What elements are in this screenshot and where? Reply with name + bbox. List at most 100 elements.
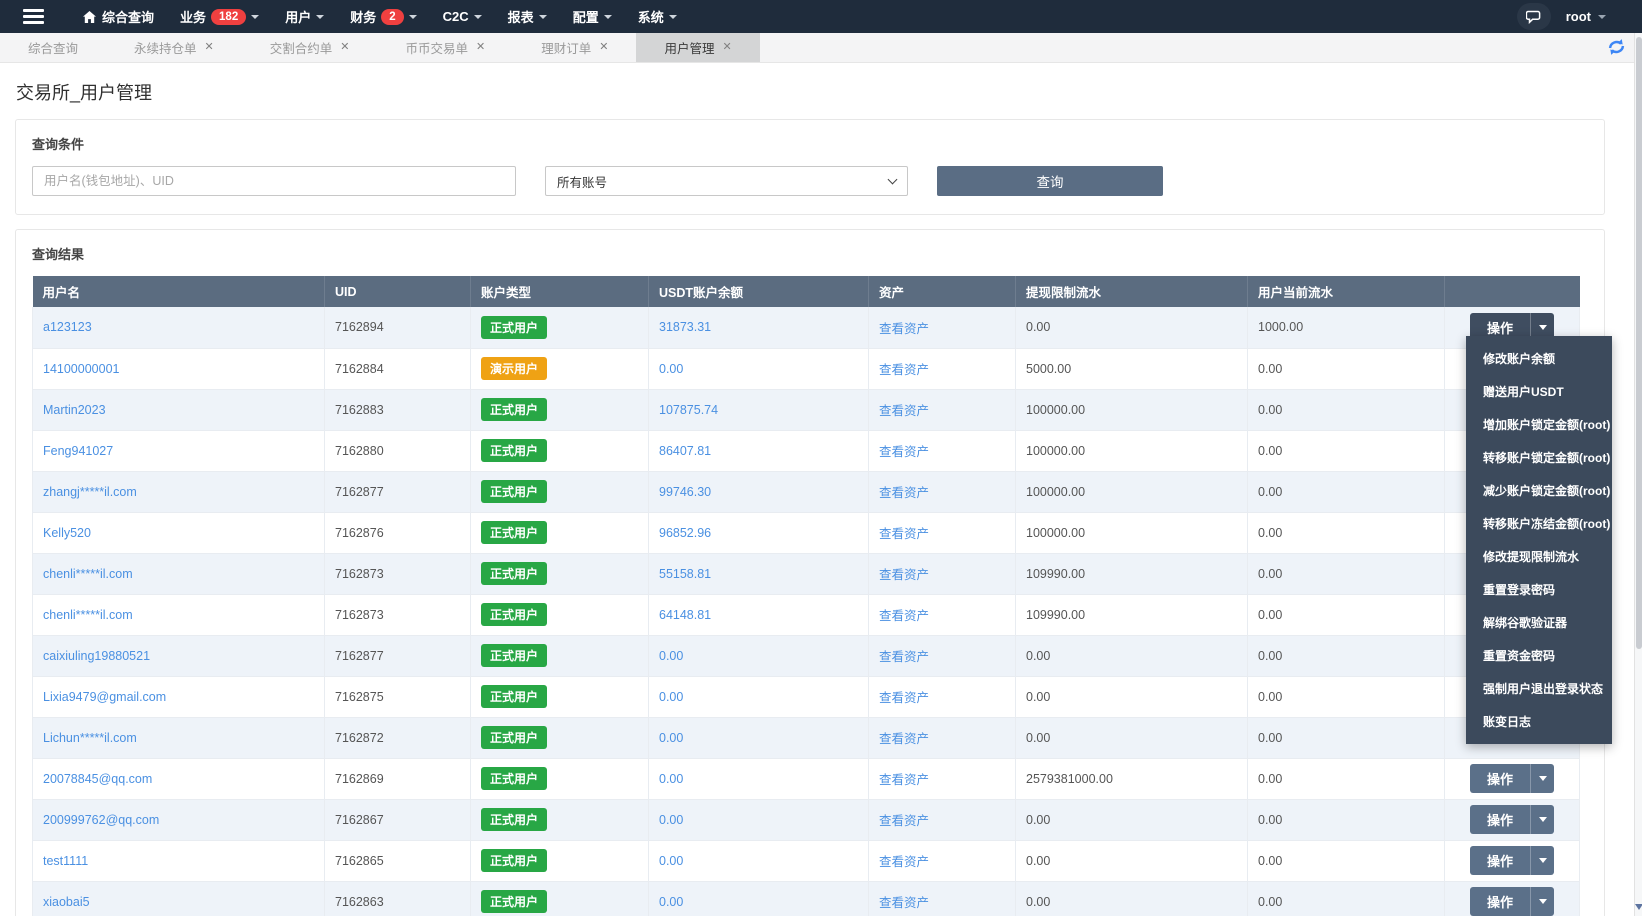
nav-item-7[interactable]: 配置 bbox=[560, 0, 625, 33]
username-link[interactable]: 200999762@qq.com bbox=[43, 812, 160, 827]
close-icon[interactable]: ✕ bbox=[722, 41, 732, 53]
view-assets-link[interactable]: 查看资产 bbox=[879, 486, 930, 500]
action-dropdown-toggle[interactable] bbox=[1530, 846, 1554, 875]
balance-link[interactable]: 55158.81 bbox=[659, 566, 712, 581]
view-assets-link[interactable]: 查看资产 bbox=[879, 855, 930, 869]
action-button[interactable]: 操作 bbox=[1469, 764, 1554, 793]
view-assets-link[interactable]: 查看资产 bbox=[879, 321, 930, 336]
action-button-label[interactable]: 操作 bbox=[1486, 854, 1513, 869]
balance-link[interactable]: 0.00 bbox=[659, 648, 684, 663]
scrollbar-down-arrow-icon[interactable] bbox=[1635, 904, 1642, 910]
action-button-label[interactable]: 操作 bbox=[1486, 895, 1513, 910]
username-link[interactable]: zhangj*****il.com bbox=[43, 484, 137, 499]
balance-link[interactable]: 107875.74 bbox=[659, 402, 719, 417]
username-link[interactable]: Martin2023 bbox=[43, 402, 106, 417]
view-assets-link[interactable]: 查看资产 bbox=[879, 445, 930, 459]
menu-item-10[interactable]: 重置资金密码 bbox=[1483, 649, 1556, 663]
username-link[interactable]: 20078845@qq.com bbox=[43, 771, 153, 786]
menu-item-6[interactable]: 转移账户冻结金额(root) bbox=[1483, 517, 1611, 531]
username-link[interactable]: chenli*****il.com bbox=[43, 566, 133, 581]
nav-item-5[interactable]: C2C bbox=[430, 0, 495, 33]
nav-item-1[interactable]: 综合查询 bbox=[70, 0, 167, 33]
username-link[interactable]: 14100000001 bbox=[43, 361, 120, 376]
menu-item-3[interactable]: 增加账户锁定金额(root) bbox=[1483, 418, 1611, 432]
username-link[interactable]: Lichun*****il.com bbox=[43, 730, 137, 745]
view-assets-link[interactable]: 查看资产 bbox=[879, 527, 930, 541]
tab-2[interactable]: 永续持仓单 ✕ bbox=[106, 33, 242, 62]
username-link[interactable]: a123123 bbox=[43, 320, 92, 335]
balance-link[interactable]: 0.00 bbox=[659, 361, 684, 376]
close-icon[interactable]: ✕ bbox=[340, 41, 350, 53]
menu-item-7[interactable]: 修改提现限制流水 bbox=[1483, 550, 1580, 564]
view-assets-link[interactable]: 查看资产 bbox=[879, 691, 930, 705]
username-link[interactable]: Feng941027 bbox=[43, 443, 114, 458]
username-link[interactable]: caixiuling19880521 bbox=[43, 648, 151, 663]
nav-item-8[interactable]: 系统 bbox=[625, 0, 690, 33]
action-button-label[interactable]: 操作 bbox=[1486, 320, 1513, 336]
action-dropdown-toggle[interactable] bbox=[1530, 805, 1554, 834]
balance-link[interactable]: 31873.31 bbox=[659, 320, 712, 335]
view-assets-link[interactable]: 查看资产 bbox=[879, 404, 930, 418]
tab-5[interactable]: 理财订单 ✕ bbox=[513, 33, 636, 62]
menu-item-1[interactable]: 修改账户余额 bbox=[1483, 352, 1556, 366]
username-link[interactable]: Kelly520 bbox=[43, 525, 91, 540]
balance-link[interactable]: 0.00 bbox=[659, 771, 684, 786]
tab-4[interactable]: 币币交易单 ✕ bbox=[377, 33, 513, 62]
action-dropdown-toggle[interactable] bbox=[1530, 312, 1554, 342]
nav-item-6[interactable]: 报表 bbox=[495, 0, 560, 33]
action-button[interactable]: 操作 bbox=[1469, 887, 1554, 916]
view-assets-link[interactable]: 查看资产 bbox=[879, 814, 930, 828]
menu-item-9[interactable]: 解绑谷歌验证器 bbox=[1483, 616, 1568, 630]
action-button-label[interactable]: 操作 bbox=[1486, 772, 1513, 787]
view-assets-link[interactable]: 查看资产 bbox=[879, 609, 930, 623]
view-assets-link[interactable]: 查看资产 bbox=[879, 896, 930, 910]
vertical-scrollbar[interactable] bbox=[1634, 33, 1642, 916]
menu-item-8[interactable]: 重置登录密码 bbox=[1483, 583, 1556, 597]
nav-item-2[interactable]: 业务 182 bbox=[167, 0, 272, 33]
view-assets-link[interactable]: 查看资产 bbox=[879, 568, 930, 582]
close-icon[interactable]: ✕ bbox=[476, 41, 486, 53]
user-menu[interactable]: root bbox=[1566, 9, 1606, 24]
balance-link[interactable]: 0.00 bbox=[659, 853, 684, 868]
view-assets-link[interactable]: 查看资产 bbox=[879, 650, 930, 664]
tab-6[interactable]: 用户管理 ✕ bbox=[636, 33, 760, 62]
nav-item-3[interactable]: 用户 bbox=[272, 0, 337, 33]
action-dropdown-toggle[interactable] bbox=[1530, 887, 1554, 916]
sidebar-toggle-icon[interactable] bbox=[10, 0, 56, 33]
menu-item-5[interactable]: 减少账户锁定金额(root) bbox=[1483, 484, 1611, 498]
username-link[interactable]: test1111 bbox=[43, 853, 89, 868]
username-link[interactable]: Lixia9479@gmail.com bbox=[43, 689, 167, 704]
close-icon[interactable]: ✕ bbox=[599, 41, 609, 53]
menu-item-11[interactable]: 强制用户退出登录状态 bbox=[1483, 682, 1604, 696]
balance-link[interactable]: 99746.30 bbox=[659, 484, 712, 499]
action-button[interactable]: 操作 bbox=[1469, 805, 1554, 834]
balance-link[interactable]: 0.00 bbox=[659, 812, 684, 827]
nav-item-4[interactable]: 财务 2 bbox=[337, 0, 429, 33]
menu-item-12[interactable]: 账变日志 bbox=[1483, 715, 1532, 729]
scrollbar-thumb[interactable] bbox=[1636, 37, 1642, 649]
menu-item-2[interactable]: 赠送用户USDT bbox=[1483, 385, 1564, 399]
balance-link[interactable]: 96852.96 bbox=[659, 525, 712, 540]
action-dropdown-toggle[interactable] bbox=[1530, 764, 1554, 793]
action-button[interactable]: 操作 bbox=[1469, 846, 1554, 875]
close-icon[interactable]: ✕ bbox=[204, 41, 214, 53]
refresh-button[interactable] bbox=[1607, 38, 1626, 56]
action-button-label[interactable]: 操作 bbox=[1486, 813, 1513, 828]
balance-link[interactable]: 0.00 bbox=[659, 689, 684, 704]
username-link[interactable]: xiaobai5 bbox=[43, 894, 90, 909]
username-link[interactable]: chenli*****il.com bbox=[43, 607, 133, 622]
messages-button[interactable] bbox=[1516, 3, 1551, 30]
menu-item-4[interactable]: 转移账户锁定金额(root) bbox=[1483, 451, 1611, 465]
tab-3[interactable]: 交割合约单 ✕ bbox=[242, 33, 378, 62]
balance-link[interactable]: 0.00 bbox=[659, 894, 684, 909]
view-assets-link[interactable]: 查看资产 bbox=[879, 732, 930, 746]
search-button[interactable]: 查询 bbox=[937, 166, 1163, 196]
view-assets-link[interactable]: 查看资产 bbox=[879, 773, 930, 787]
balance-link[interactable]: 86407.81 bbox=[659, 443, 712, 458]
balance-link[interactable]: 64148.81 bbox=[659, 607, 712, 622]
tab-1[interactable]: 综合查询 bbox=[0, 33, 106, 62]
balance-link[interactable]: 0.00 bbox=[659, 730, 684, 745]
account-type-select[interactable]: 所有账号 bbox=[545, 166, 908, 196]
search-input[interactable] bbox=[32, 166, 516, 196]
view-assets-link[interactable]: 查看资产 bbox=[879, 363, 930, 377]
